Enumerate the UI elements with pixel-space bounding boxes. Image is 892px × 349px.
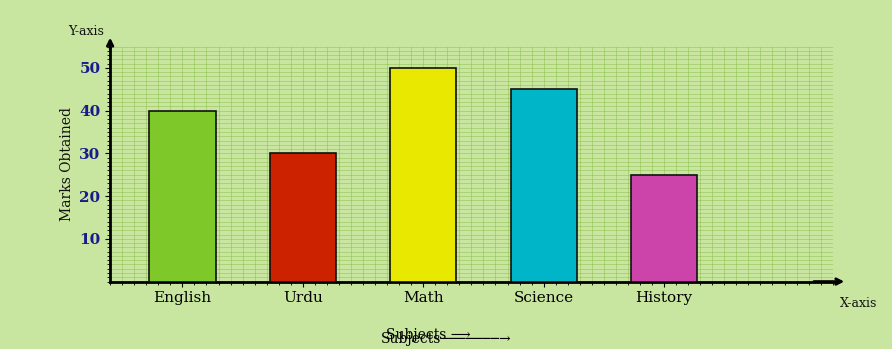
Text: Subjects ⟶: Subjects ⟶ bbox=[386, 328, 470, 342]
Bar bbox=[269, 154, 336, 282]
Text: Subjects───────→: Subjects───────→ bbox=[381, 332, 511, 346]
Y-axis label: Marks Obtained: Marks Obtained bbox=[60, 107, 74, 221]
Bar bbox=[390, 68, 457, 282]
Bar bbox=[510, 89, 577, 282]
Bar bbox=[149, 111, 216, 282]
Text: X-axis: X-axis bbox=[839, 297, 877, 310]
Bar bbox=[631, 175, 698, 282]
Text: Y-axis: Y-axis bbox=[69, 25, 104, 38]
